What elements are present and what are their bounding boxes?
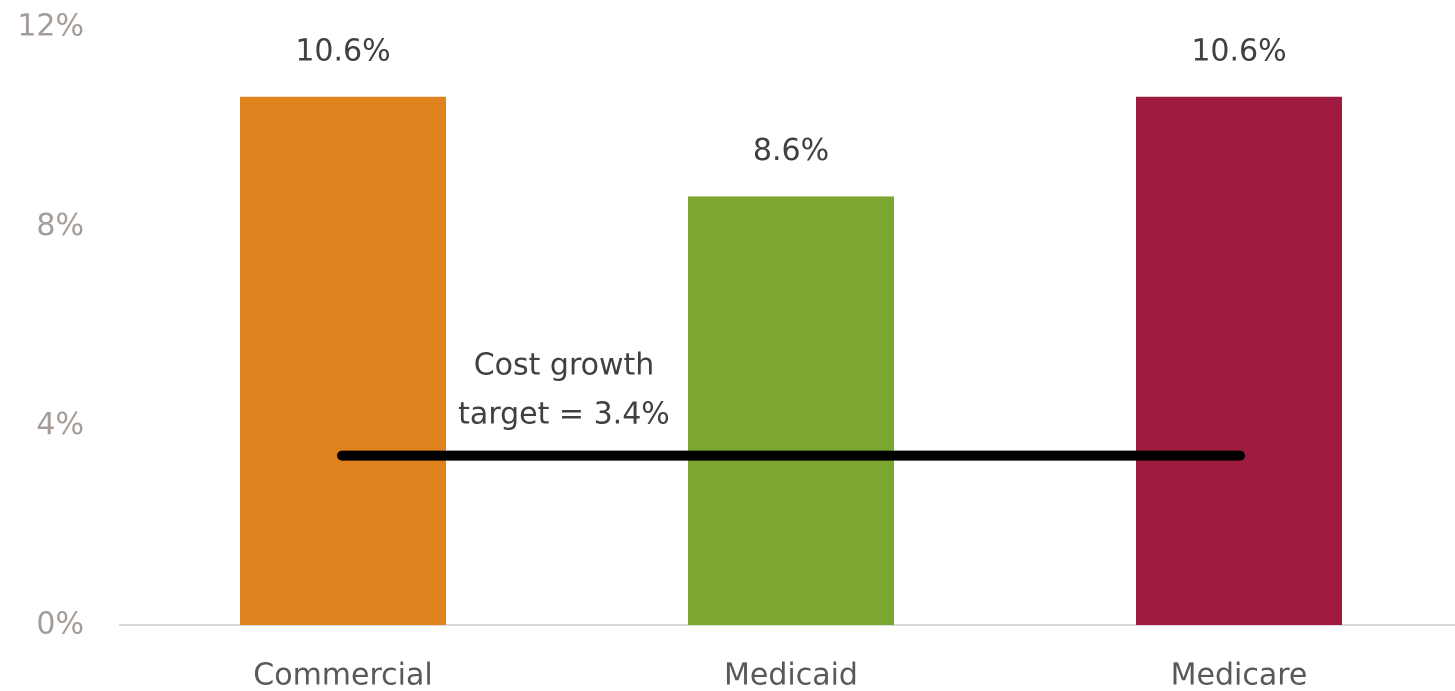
value-label: 8.6% — [753, 133, 829, 168]
x-tick-label: Commercial — [253, 658, 432, 691]
target-annotation: target = 3.4% — [458, 397, 670, 432]
bar — [1136, 96, 1342, 626]
x-tick-label: Medicaid — [724, 658, 858, 691]
y-tick-label: 8% — [36, 208, 84, 243]
x-tick-label: Medicare — [1171, 658, 1308, 691]
value-label: 10.6% — [295, 33, 390, 68]
bar — [240, 96, 446, 626]
y-tick-label: 4% — [36, 407, 84, 442]
value-label: 10.6% — [1191, 33, 1286, 68]
y-tick-label: 0% — [36, 607, 84, 642]
target-annotation: Cost growth — [474, 348, 655, 383]
bar — [688, 196, 894, 625]
y-tick-label: 12% — [17, 9, 84, 44]
